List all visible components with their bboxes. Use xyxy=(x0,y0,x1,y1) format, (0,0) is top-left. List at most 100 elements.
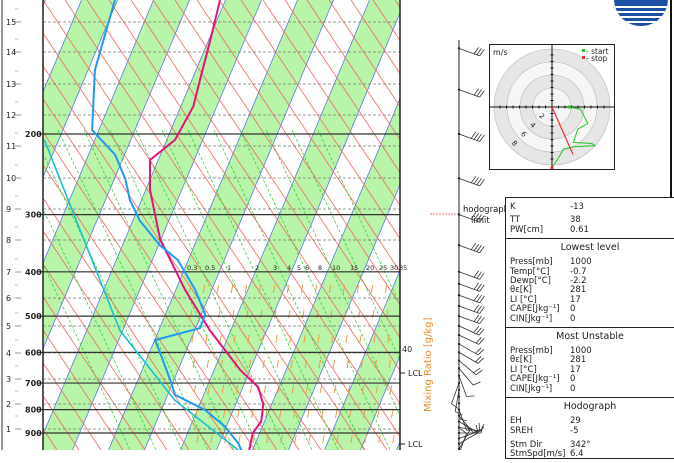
mixing-ratio-label: 1 xyxy=(227,264,231,272)
wind-barb xyxy=(459,361,476,375)
mixing-ratio-mark xyxy=(309,435,311,443)
mixing-ratio-mark xyxy=(346,335,348,343)
stat-row: Press[mb]1000 xyxy=(510,347,670,356)
logo xyxy=(614,0,668,26)
height-tick-label: 6 xyxy=(6,294,11,303)
height-tick-label: 3 xyxy=(6,375,11,384)
hodograph-stats-title: Hodograph xyxy=(510,401,670,412)
mixing-ratio-mark xyxy=(219,310,221,318)
mixing-ratio-mark xyxy=(371,285,373,293)
mixing-ratio-mark xyxy=(303,310,305,318)
wind-barb xyxy=(451,383,459,404)
height-tick-label: 15 xyxy=(6,18,16,27)
mixing-ratio-label: 25 xyxy=(379,264,387,272)
mixing-ratio-mark xyxy=(193,360,195,368)
height-tick-label: 5 xyxy=(6,322,11,331)
stat-row: CIN[Jkg⁻¹]0 xyxy=(510,315,670,324)
hodograph-limit-label: hodograph xyxy=(463,205,509,215)
mixing-ratio-label: 0.5 xyxy=(205,264,215,272)
mixing-ratio-label: 35 xyxy=(399,264,407,272)
mixing-ratio-label: 2 xyxy=(255,264,259,272)
mixing-ratio-mark xyxy=(217,285,219,293)
height-tick-label: 7 xyxy=(6,268,11,277)
stat-value: 6.4 xyxy=(570,450,584,459)
mixing-ratio-mark xyxy=(239,435,241,443)
mixing-ratio-mark xyxy=(315,285,317,293)
height-tick-label: 9 xyxy=(6,205,11,214)
wind-barb xyxy=(455,390,459,412)
mixing-ratio-mark xyxy=(336,410,338,418)
wind-barb xyxy=(459,245,480,253)
mixing-ratio-mark xyxy=(347,360,349,368)
wind-barb-flag xyxy=(473,382,480,385)
label-40: 40 xyxy=(402,345,412,354)
stat-value: 0 xyxy=(570,385,575,394)
stat-row: CIN[Jkg⁻¹]0 xyxy=(510,385,670,394)
most-unstable-title: Most Unstable xyxy=(510,331,670,342)
mixing-ratio-label: 15 xyxy=(350,264,358,272)
mixing-ratio-mark xyxy=(233,310,235,318)
mixing-ratio-label: 5 xyxy=(297,264,301,272)
mixing-ratio-mark xyxy=(320,385,322,393)
stat-label: SREH xyxy=(510,427,570,436)
legend-stop: - stop xyxy=(586,54,608,63)
wind-barb xyxy=(459,352,478,363)
mixing-ratio-mark xyxy=(308,410,310,418)
mixing-ratio-mark xyxy=(276,335,278,343)
hodograph-stop-marker xyxy=(551,166,554,169)
stat-label: StmSpd[m/s] xyxy=(510,450,570,459)
legend-start-marker xyxy=(582,49,585,52)
wind-barb xyxy=(459,48,480,56)
stat-row: SREH-5 xyxy=(510,427,670,436)
lowest-level-title: Lowest level xyxy=(510,242,670,253)
height-tick-label: 4 xyxy=(6,349,11,358)
pw-label: PW[cm] xyxy=(510,226,570,235)
mixing-ratio-mark xyxy=(359,310,361,318)
hodograph-start-marker xyxy=(568,106,571,109)
mixing-ratio-label: 3 xyxy=(273,264,277,272)
mixing-ratio-mark xyxy=(231,285,233,293)
mixing-ratio-mark xyxy=(403,360,405,368)
wind-barb xyxy=(459,326,479,335)
mixing-ratio-mark xyxy=(333,360,335,368)
wind-barbs xyxy=(451,40,484,450)
height-tick-label: 1 xyxy=(6,425,11,434)
mixing-ratio-mark xyxy=(406,410,408,418)
height-tick-label: 2 xyxy=(6,400,11,409)
pw-value: 0.61 xyxy=(570,226,589,235)
height-tick-label: 14 xyxy=(6,48,16,57)
height-tick-label: 11 xyxy=(6,142,16,151)
mixing-ratio-mark xyxy=(323,435,325,443)
height-tick-label: 8 xyxy=(6,236,11,245)
lcl-label-lower: LCL xyxy=(408,440,423,449)
mixing-ratio-mark xyxy=(378,410,380,418)
wind-barb xyxy=(459,306,480,314)
stat-label: CIN[Jkg⁻¹] xyxy=(510,315,570,324)
k-index-label: K xyxy=(510,203,570,212)
stat-row: Dewp[°C]-2.2 xyxy=(510,277,670,286)
mixing-ratio-mark xyxy=(360,335,362,343)
wind-barb-flag xyxy=(451,404,458,409)
mixing-ratio-axis-label: Mixing Ratio [g/kg] xyxy=(423,317,434,412)
mixing-ratio-mark xyxy=(220,335,222,343)
wind-barb xyxy=(459,335,479,344)
height-tick-label: 12 xyxy=(6,111,16,120)
hodograph-unit: m/s xyxy=(493,48,508,57)
legend-stop-marker xyxy=(582,56,585,59)
mixing-ratio-mark xyxy=(289,310,291,318)
mixing-ratio-label: 20 xyxy=(366,264,374,272)
mixing-ratio-mark xyxy=(264,385,266,393)
wind-barb xyxy=(459,178,480,186)
wind-barb xyxy=(459,134,480,142)
mixing-ratio-label: 8 xyxy=(318,264,322,272)
wind-barb xyxy=(459,376,467,397)
mixing-ratio-label: 0.3 xyxy=(187,264,197,272)
mixing-ratio-mark xyxy=(393,435,395,443)
mixing-ratio-mark xyxy=(404,385,406,393)
k-index-value: -13 xyxy=(570,203,584,212)
